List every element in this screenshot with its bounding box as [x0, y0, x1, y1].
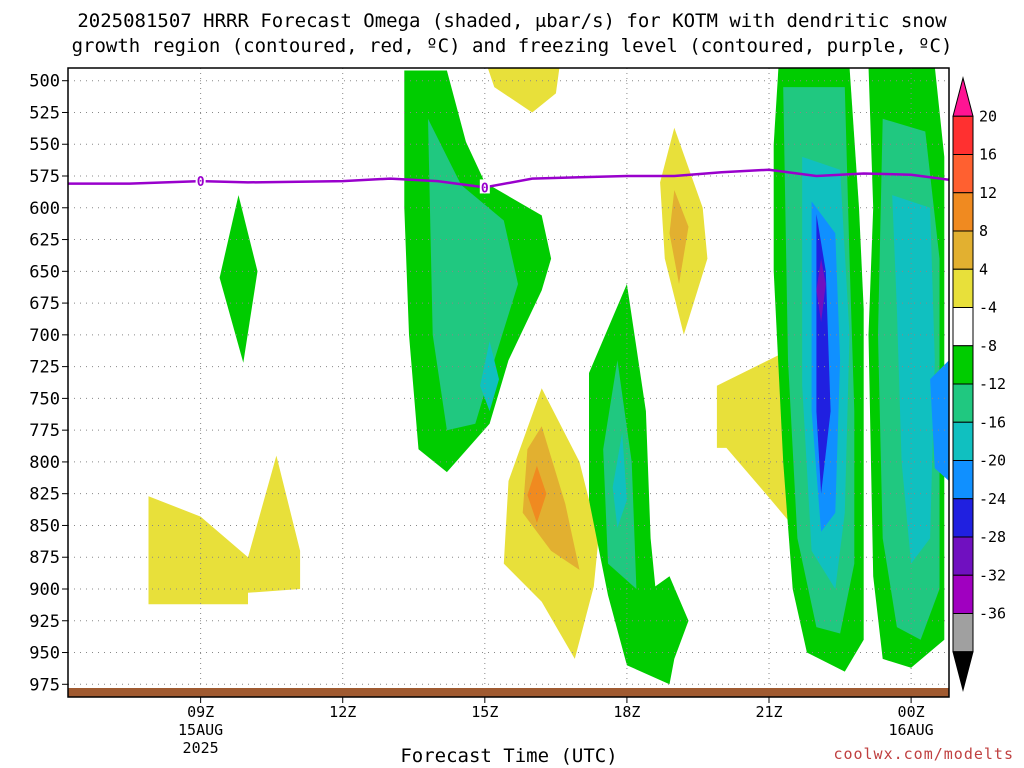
colorbar-top-arrow [952, 76, 974, 117]
plot-frame [67, 67, 950, 698]
omega-region-20 [816, 258, 826, 323]
y-tick-label-500: 500 [29, 72, 60, 92]
colorbar-box-3 [952, 192, 974, 232]
colorbar: 20 16 12 8 4 -4 -8 -12 -16 -20 -24 -28 -32 -36 [952, 76, 1006, 692]
colorbar-box-5 [952, 268, 974, 308]
colorbar-label-9: -20 [979, 452, 1006, 470]
y-tick-label-825: 825 [29, 485, 60, 505]
x-tick-label-0-2: 2025 [183, 739, 219, 757]
y-tick-label-950: 950 [29, 644, 60, 664]
colorbar-box-12 [952, 536, 974, 576]
colorbar-label-0: 20 [979, 107, 997, 125]
omega-region-23 [892, 195, 935, 564]
colorbar-box-11 [952, 498, 974, 538]
omega-region-12 [589, 284, 689, 685]
y-tick-label-925: 925 [29, 612, 60, 632]
omega-region-14 [612, 432, 627, 528]
y-tick-label-675: 675 [29, 294, 60, 314]
colorbar-label-7: -12 [979, 375, 1006, 393]
x-tick-label-2-0: 15Z [471, 703, 498, 721]
x-tick-label-5-1: 16AUG [889, 721, 934, 739]
colorbar-label-11: -28 [979, 528, 1006, 546]
x-tick-label-4-0: 21Z [755, 703, 782, 721]
colorbar-label-10: -24 [979, 490, 1006, 508]
freezing-label-bg-0 [195, 173, 206, 188]
colorbar-box-14 [952, 613, 974, 653]
omega-region-4 [527, 465, 547, 523]
omega-region-10 [428, 118, 518, 431]
chart-title-line-1: 2025081507 HRRR Forecast Omega (shaded, … [77, 10, 947, 32]
omega-shading [148, 68, 949, 685]
y-tick-label-850: 850 [29, 516, 60, 536]
y-tick-label-900: 900 [29, 580, 60, 600]
y-tick-label-700: 700 [29, 326, 60, 346]
colorbar-box-7 [952, 345, 974, 385]
x-axis-title: Forecast Time (UTC) [0, 745, 1024, 767]
freezing-level-line [68, 168, 949, 189]
colorbar-label-4: 4 [979, 260, 988, 278]
omega-region-0 [148, 455, 301, 605]
y-tick-label-975: 975 [29, 675, 60, 695]
colorbar-box-9 [952, 421, 974, 461]
x-tick-label-0-1: 15AUG [178, 721, 223, 739]
colorbar-box-2 [952, 154, 974, 194]
colorbar-box-10 [952, 460, 974, 500]
y-tick-label-625: 625 [29, 231, 60, 251]
y-tick-label-650: 650 [29, 262, 60, 282]
freezing-label-bg-1 [479, 179, 490, 194]
y-tick-label-750: 750 [29, 389, 60, 409]
y-tick-label-775: 775 [29, 421, 60, 441]
y-tick-label-575: 575 [29, 167, 60, 187]
omega-region-24 [930, 360, 949, 481]
y-tick-label-525: 525 [29, 103, 60, 123]
colorbar-box-4 [952, 230, 974, 270]
colorbar-box-6 [952, 307, 974, 347]
colorbar-box-1 [952, 115, 974, 155]
freezing-level-label-1: 0 [481, 181, 489, 196]
colorbar-box-8 [952, 383, 974, 423]
colorbar-label-3: 8 [979, 222, 988, 240]
y-tick-label-550: 550 [29, 135, 60, 155]
freezing-level-label-0: 0 [197, 175, 205, 190]
colorbar-label-5: -4 [979, 299, 997, 317]
axes: 500 525 550 575 600 625 650 675 700 725 750 775 800 8… [29, 67, 950, 757]
x-tick-label-5-0: 00Z [898, 703, 925, 721]
y-tick-label-600: 600 [29, 199, 60, 219]
colorbar-label-1: 16 [979, 146, 997, 164]
source-credit: coolwx.com/modelts [833, 745, 1014, 763]
y-tick-label-800: 800 [29, 453, 60, 473]
x-axis-title-text: Forecast Time (UTC) [400, 745, 618, 767]
y-tick-label-875: 875 [29, 548, 60, 568]
colorbar-label-2: 12 [979, 184, 997, 202]
colorbar-box-13 [952, 574, 974, 614]
y-tick-label-725: 725 [29, 358, 60, 378]
x-tick-label-1-0: 12Z [329, 703, 356, 721]
colorbar-label-13: -36 [979, 605, 1006, 623]
omega-region-1 [487, 68, 560, 113]
omega-region-8 [219, 195, 258, 363]
x-tick-label-0-0: 09Z [187, 703, 214, 721]
x-tick-label-3-0: 18Z [613, 703, 640, 721]
colorbar-label-6: -8 [979, 337, 997, 355]
surface-strip [68, 688, 949, 697]
colorbar-label-12: -32 [979, 566, 1006, 584]
colorbar-bottom-arrow [952, 651, 974, 692]
colorbar-label-8: -16 [979, 413, 1006, 431]
chart-title-line-2: growth region (contoured, red, ºC) and f… [71, 35, 953, 57]
omega-region-6 [669, 190, 689, 284]
